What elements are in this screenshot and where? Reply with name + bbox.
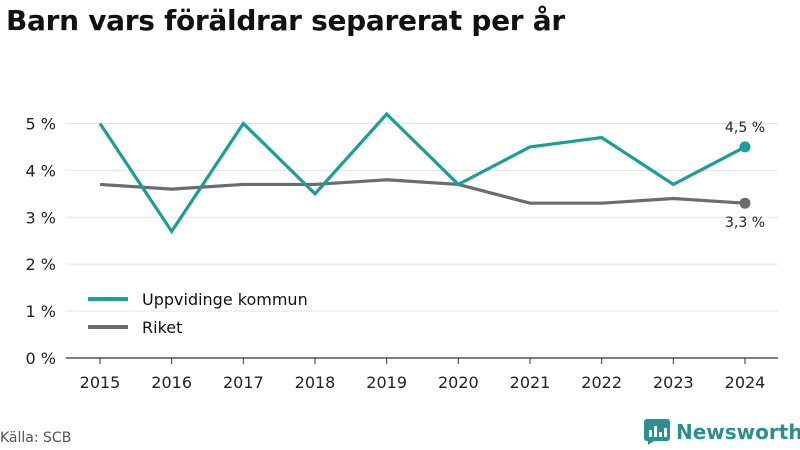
x-tick-label: 2023 [653,373,694,392]
newsworthy-icon [644,419,670,445]
grid-lines [66,122,778,359]
x-tick-label: 2022 [581,373,622,392]
legend-label: Uppvidinge kommun [142,290,308,309]
end-point-riket [739,197,751,209]
y-tick-label: 5 % [26,114,56,133]
legend: Uppvidinge kommun Riket [88,290,308,337]
x-tick-label: 2021 [510,373,551,392]
source-note: Källa: SCB [0,430,72,446]
newsworthy-logo: Newsworthy [644,419,800,445]
y-tick-label: 4 % [26,161,56,180]
x-tick-label: 2016 [151,373,192,392]
series-line-riket [99,178,746,205]
end-value-label-kommun: 4,5 % [725,120,765,136]
legend-label: Riket [142,318,182,337]
chart-title: Barn vars föräldrar separerat per år [6,4,565,37]
x-tick-label: 2015 [80,373,121,392]
y-tick-label: 1 % [26,302,56,321]
end-value-label-riket: 3,3 % [725,215,765,231]
y-tick-label: 2 % [26,255,56,274]
series-lines: 3,3 % 4,5 % [98,111,765,235]
y-tick-label: 0 % [26,349,56,368]
x-tick-label: 2020 [438,373,479,392]
brand-name: Newsworthy [676,420,800,444]
x-tick-label: 2017 [223,373,264,392]
y-tick-label: 3 % [26,208,56,227]
x-tick-label: 2018 [295,373,336,392]
x-axis-ticks: 2015 2016 2017 2018 2019 2020 2021 2022 2023 2024 [80,358,766,392]
x-tick-label: 2019 [366,373,407,392]
end-point-kommun [739,141,751,153]
series-line-kommun [98,111,746,235]
y-axis-ticks: 0 % 1 % 2 % 3 % 4 % 5 % [26,114,56,368]
x-tick-label: 2024 [725,373,766,392]
